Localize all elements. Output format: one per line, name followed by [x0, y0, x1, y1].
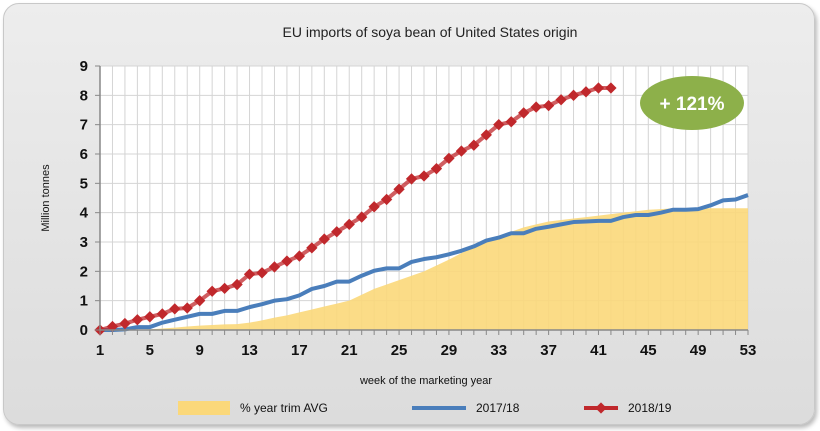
badge-ellipse: [640, 76, 744, 130]
y-tick-label: 6: [80, 146, 88, 163]
data-point-2018-19: [455, 145, 468, 157]
chart-title: EU imports of soya bean of United States…: [283, 24, 578, 40]
series-line-2017-18: [100, 193, 749, 332]
data-point-2018-19: [131, 314, 144, 326]
y-tick-label: 8: [80, 87, 88, 104]
data-point-2018-19: [468, 139, 480, 151]
x-axis-label: week of the marketing year: [359, 375, 492, 387]
badge-text: + 121%: [660, 94, 725, 115]
data-point-2018-19: [368, 201, 380, 213]
data-point-2018-19: [181, 302, 193, 314]
x-tick-label: 53: [740, 342, 757, 359]
data-point-2018-19: [343, 218, 355, 231]
data-point-2018-19: [268, 261, 281, 273]
y-axis-label: Million tonnes: [40, 164, 52, 232]
series-area-avg: [100, 208, 748, 330]
x-tick-label: 1: [96, 342, 104, 359]
data-point-2018-19: [206, 285, 218, 297]
x-tick-label: 17: [291, 342, 308, 359]
data-point-2018-19: [231, 278, 243, 291]
data-point-2018-19: [393, 183, 405, 195]
data-point-2018-19: [144, 311, 156, 323]
legend-label-avg: % year trim AVG: [240, 401, 328, 415]
y-tick-label: 3: [80, 234, 88, 251]
x-tick-label: 49: [690, 342, 707, 359]
x-tick-label: 9: [196, 342, 204, 359]
y-tick-label: 4: [80, 205, 89, 222]
data-point-2018-19: [169, 303, 181, 315]
y-tick-label: 1: [80, 293, 88, 310]
data-point-2018-19: [156, 308, 168, 320]
data-point-2018-19: [356, 211, 368, 223]
x-tick-label: 45: [640, 342, 657, 359]
annotation-badge: + 121%: [640, 76, 744, 130]
data-point-2018-19: [405, 173, 418, 185]
x-tick-label: 25: [391, 342, 408, 359]
x-tick-label: 21: [341, 342, 358, 359]
x-tick-label: 29: [441, 342, 458, 359]
y-tick-label: 9: [80, 58, 88, 75]
data-point-2018-19: [306, 242, 318, 254]
data-point-2018-19: [480, 129, 492, 141]
x-tick-label: 33: [490, 342, 507, 359]
legend-swatch-area: [178, 401, 230, 415]
data-point-2018-19: [443, 152, 455, 165]
data-point-2018-19: [331, 226, 343, 238]
y-tick-label: 7: [80, 117, 88, 134]
data-point-2018-19: [430, 163, 443, 175]
legend-label-2017: 2017/18: [476, 401, 520, 415]
y-tick-label: 0: [80, 322, 88, 339]
data-point-2018-19: [194, 295, 206, 307]
data-point-2018-19: [256, 267, 268, 279]
y-tick-label: 5: [80, 175, 88, 192]
y-tick-label: 2: [80, 263, 88, 280]
legend-label-2018: 2018/19: [628, 401, 672, 415]
legend: % year trim AVG 2017/18 2018/19: [178, 401, 672, 415]
legend-marker-2018: [595, 402, 607, 414]
x-tick-label: 5: [146, 342, 154, 359]
x-tick-label: 37: [540, 342, 557, 359]
data-point-2018-19: [380, 193, 393, 206]
data-point-2018-19: [418, 170, 430, 182]
data-point-2018-19: [218, 282, 231, 295]
data-point-2018-19: [243, 268, 256, 280]
x-tick-label: 13: [241, 342, 258, 359]
data-point-2018-19: [281, 255, 293, 267]
x-tick-label: 41: [590, 342, 607, 359]
data-point-2018-19: [318, 233, 330, 245]
